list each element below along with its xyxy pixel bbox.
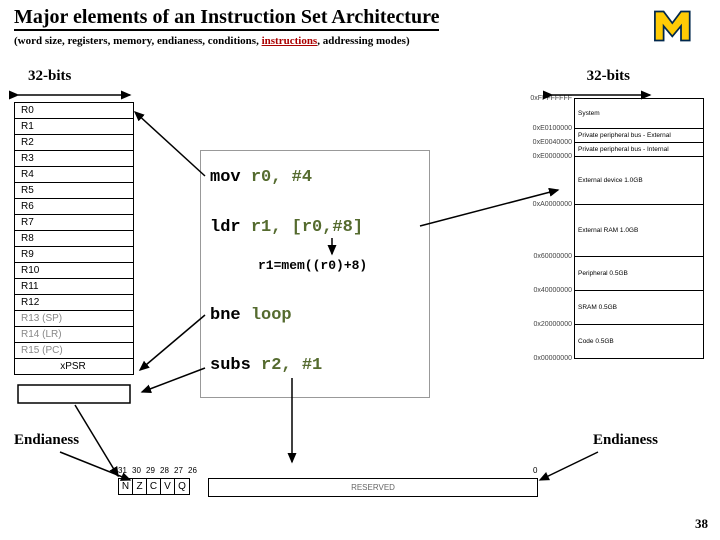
register-row: R5 (15, 183, 134, 199)
psr-bit-label: 28 (160, 466, 169, 475)
endianess-left: Endianess (14, 432, 79, 449)
register-psr: xPSR (15, 359, 134, 375)
register-row: R12 (15, 295, 134, 311)
register-row: R11 (15, 279, 134, 295)
register-row: R10 (15, 263, 134, 279)
register-row: R7 (15, 215, 134, 231)
instruction-ldr-explain: r1=mem((r0)+8) (258, 258, 367, 273)
psr-flag: V (161, 479, 175, 494)
page-title: Major elements of an Instruction Set Arc… (14, 6, 439, 31)
endianess-right: Endianess (593, 432, 658, 449)
psr-flag: C (147, 479, 161, 494)
instruction-ldr: ldr r1, [r0,#8] (210, 218, 363, 237)
instruction-bne: bne loop (210, 306, 292, 325)
register-row-special: R13 (SP) (15, 311, 134, 327)
memory-address: 0x00000000 (533, 355, 572, 362)
memory-region: System (575, 99, 704, 129)
register-row: R4 (15, 167, 134, 183)
psr-flag: Q (175, 479, 189, 494)
psr-flag: Z (133, 479, 147, 494)
psr-flag: N (119, 479, 133, 494)
register-row: R6 (15, 199, 134, 215)
register-row: R1 (15, 119, 134, 135)
register-row: R8 (15, 231, 134, 247)
register-file: R0R1R2R3R4R5R6R7R8R9R10R11R12R13 (SP)R14… (14, 102, 134, 375)
instruction-subs: subs r2, #1 (210, 356, 322, 375)
memory-address: 0xE0040000 (533, 139, 572, 146)
psr-flags: NZCVQ (118, 478, 190, 495)
memory-address: 0xFFFFFFFF (530, 95, 572, 102)
instruction-mov: mov r0, #4 (210, 168, 312, 187)
memory-region: SRAM 0.5GB (575, 291, 704, 325)
memory-region: Code 0.5GB (575, 325, 704, 359)
memory-address: 0xA0000000 (533, 201, 572, 208)
psr-reserved: RESERVED (208, 478, 538, 497)
register-row: R3 (15, 151, 134, 167)
psr-bit-label: 29 (146, 466, 155, 475)
register-row-special: R15 (PC) (15, 343, 134, 359)
memory-region: Private peripheral bus - External (575, 129, 704, 143)
memory-address: 0xE0100000 (533, 125, 572, 132)
word-size-left: 32-bits (28, 68, 71, 85)
register-row-special: R14 (LR) (15, 327, 134, 343)
word-size-right: 32-bits (587, 68, 630, 85)
psr-register: 31 30 29 28 27 26 0 NZCVQ RESERVED (118, 466, 558, 502)
memory-map: SystemPrivate peripheral bus - ExternalP… (574, 98, 704, 359)
university-logo (652, 8, 710, 44)
subtitle: (word size, registers, memory, endianess… (14, 35, 410, 47)
register-row: R2 (15, 135, 134, 151)
psr-bit-label: 0 (533, 466, 537, 475)
register-row: R9 (15, 247, 134, 263)
memory-address: 0x20000000 (533, 321, 572, 328)
psr-bit-label: 27 (174, 466, 183, 475)
memory-region: External device 1.0GB (575, 157, 704, 205)
register-row: R0 (15, 103, 134, 119)
psr-bit-label: 30 (132, 466, 141, 475)
memory-address: 0x60000000 (533, 253, 572, 260)
page-number: 38 (695, 516, 708, 532)
psr-bit-label: 31 (118, 466, 127, 475)
memory-address: 0xE0000000 (533, 153, 572, 160)
memory-address: 0x40000000 (533, 287, 572, 294)
psr-bit-label: 26 (188, 466, 197, 475)
memory-region: Peripheral 0.5GB (575, 257, 704, 291)
memory-region: Private peripheral bus - Internal (575, 143, 704, 157)
memory-region: External RAM 1.0GB (575, 205, 704, 257)
